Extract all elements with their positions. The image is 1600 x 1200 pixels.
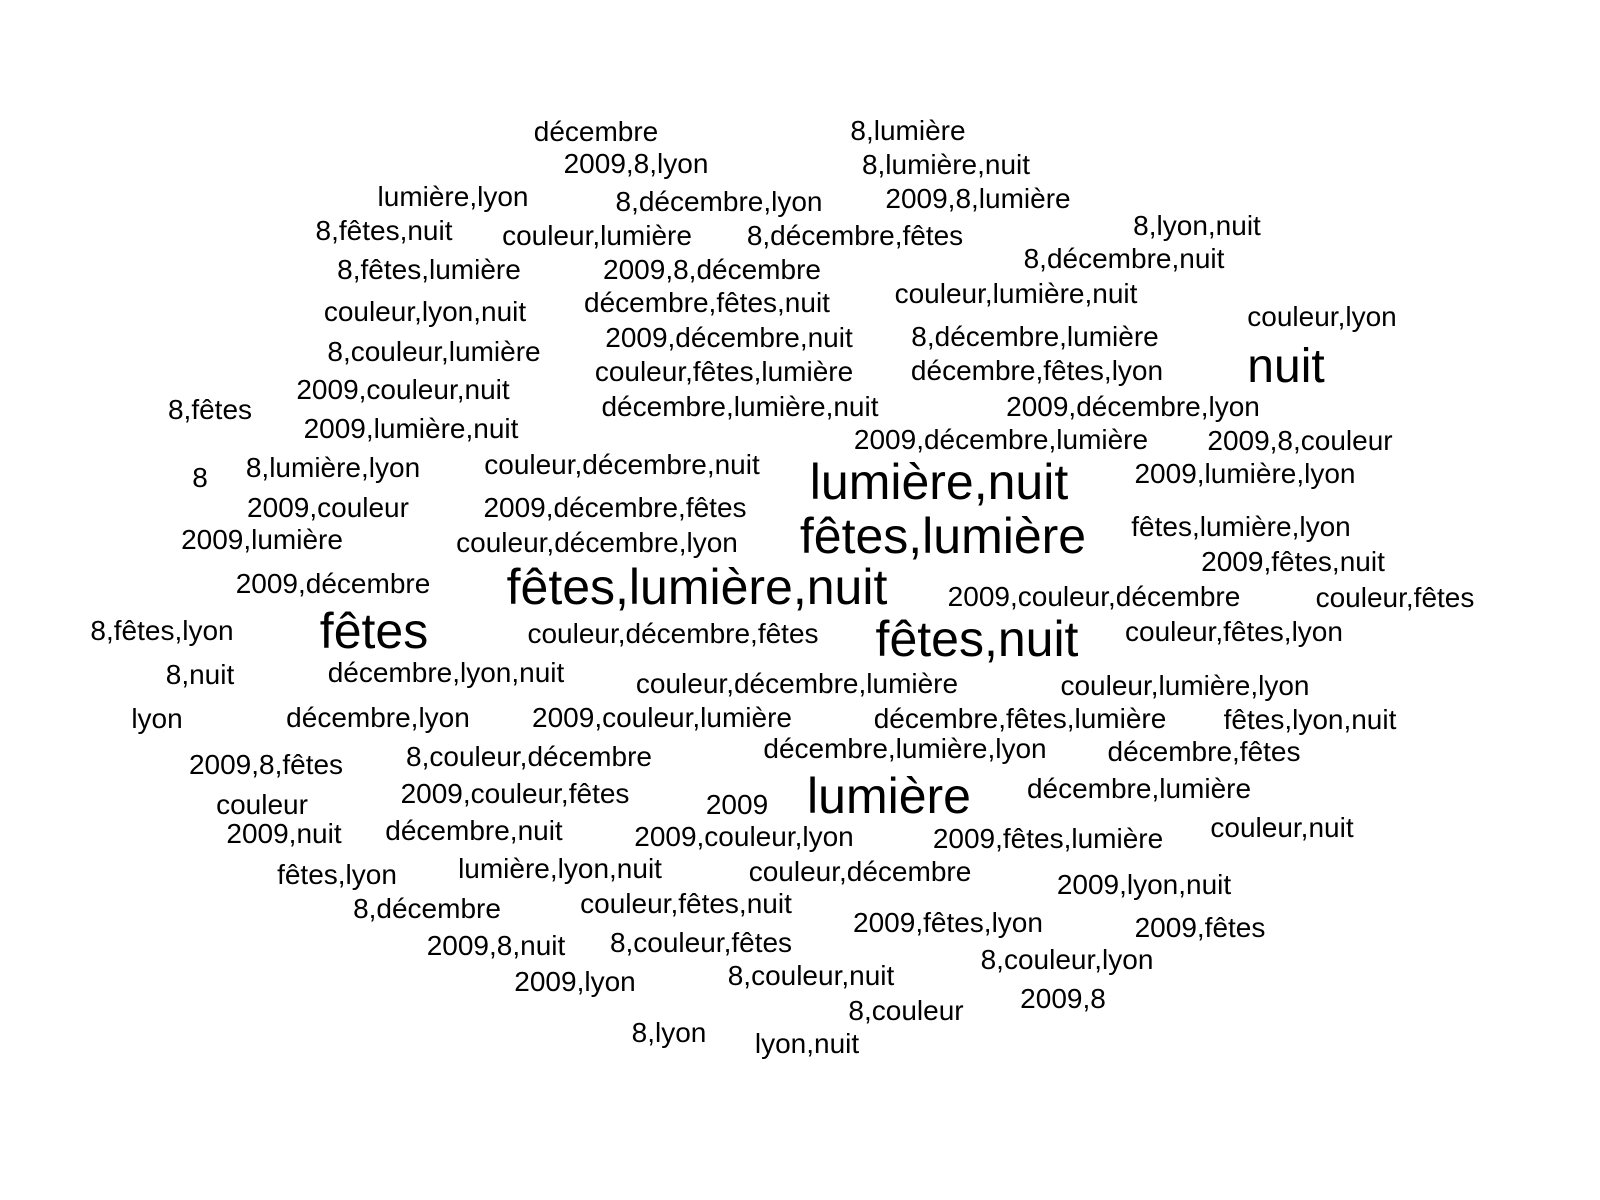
word-cloud-term: décembre,lyon — [286, 702, 470, 733]
word-cloud-term: 8,couleur — [848, 995, 964, 1026]
word-cloud-term: lumière,lyon — [377, 181, 529, 212]
word-cloud-term: couleur,lyon,nuit — [323, 296, 527, 327]
word-cloud-term: 2009,décembre,lumière — [853, 424, 1149, 455]
word-cloud-term: couleur,décembre,nuit — [484, 449, 760, 480]
word-cloud-term: couleur,décembre,lumière — [635, 668, 959, 699]
word-cloud-term: lumière,lyon,nuit — [458, 853, 662, 884]
word-cloud-term: décembre — [533, 116, 659, 147]
word-cloud-term: 8,fêtes,lumière — [337, 254, 521, 285]
word-cloud-term: 2009,8,fêtes — [188, 749, 344, 780]
word-cloud-term: décembre,lumière,lyon — [763, 733, 1047, 764]
word-cloud-term: décembre,lumière — [1026, 773, 1252, 804]
word-cloud-term: 8,lumière,nuit — [861, 149, 1031, 180]
word-cloud-term: 2009,fêtes,lyon — [853, 907, 1043, 938]
word-cloud-term: 8,lyon,nuit — [1133, 210, 1261, 241]
word-cloud-term: 8,couleur,décembre — [406, 741, 652, 772]
word-cloud-term: fêtes,lyon,nuit — [1223, 704, 1397, 735]
word-cloud-term: 8,nuit — [165, 659, 235, 690]
word-cloud-term: 2009,8,décembre — [603, 254, 821, 285]
word-cloud-term: 8,décembre,fêtes — [746, 220, 964, 251]
word-cloud-term: couleur,fêtes,lumière — [594, 356, 854, 387]
word-cloud-term: 8,fêtes,nuit — [315, 215, 453, 246]
word-cloud-term: lumière — [807, 768, 971, 824]
word-cloud-term: 2009,décembre — [235, 568, 431, 599]
word-cloud-term: 8,décembre — [353, 893, 501, 924]
word-cloud-term: 2009,couleur — [247, 492, 409, 523]
word-cloud-term: 2009,décembre,fêtes — [483, 492, 747, 523]
word-cloud-term: 2009,8,lumière — [885, 183, 1071, 214]
word-cloud-term: 8,couleur,lyon — [980, 944, 1154, 975]
word-cloud-term: 8,décembre,lumière — [911, 321, 1159, 352]
word-cloud-term: décembre,fêtes,nuit — [584, 287, 830, 318]
word-cloud-term: 2009,couleur,nuit — [296, 374, 510, 405]
word-cloud-term: couleur,fêtes,lyon — [1125, 616, 1343, 647]
word-cloud-term: 2009,fêtes,lumière — [932, 823, 1164, 854]
word-cloud-term: 8,couleur,fêtes — [609, 927, 793, 958]
word-cloud-term: 2009,8 — [1020, 983, 1106, 1014]
word-cloud-term: couleur — [216, 789, 308, 820]
word-cloud-term: couleur,lyon — [1247, 301, 1397, 332]
word-cloud-term: couleur,lumière,lyon — [1060, 670, 1310, 701]
word-cloud-term: 2009,couleur,lyon — [634, 821, 854, 852]
word-cloud-term: fêtes,lyon — [277, 859, 397, 890]
word-cloud-term: décembre,lyon,nuit — [327, 657, 565, 688]
word-cloud-term: couleur,lumière — [502, 220, 692, 251]
word-cloud-term: 8,décembre,lyon — [615, 186, 823, 217]
word-cloud-term: 8,couleur,nuit — [727, 960, 895, 991]
word-cloud-term: décembre,fêtes,lyon — [910, 355, 1164, 386]
word-cloud-term: couleur,lumière,nuit — [894, 278, 1138, 309]
word-cloud-term: 2009,lumière,nuit — [303, 413, 519, 444]
word-cloud-term: 2009,fêtes — [1134, 912, 1266, 943]
word-cloud-term: fêtes — [319, 603, 429, 659]
word-cloud-term: décembre,lumière,nuit — [601, 391, 879, 422]
word-cloud-term: 2009,lumière — [181, 524, 343, 555]
word-cloud-term: 8,lumière — [850, 115, 966, 146]
word-cloud-term: couleur,fêtes — [1315, 582, 1475, 613]
word-cloud-term: 8,fêtes,lyon — [90, 615, 234, 646]
word-cloud-term: décembre,fêtes,lumière — [873, 703, 1167, 734]
word-cloud-term: 8,fêtes — [167, 394, 253, 425]
word-cloud-term: couleur,décembre,fêtes — [527, 618, 819, 649]
word-cloud-term: 2009,décembre,lyon — [1006, 391, 1260, 422]
word-cloud-term: 2009,lyon,nuit — [1056, 869, 1232, 900]
word-cloud-term: couleur,décembre — [748, 856, 972, 887]
word-cloud-term: 2009,fêtes,nuit — [1201, 546, 1385, 577]
word-cloud-term: 2009,nuit — [226, 818, 342, 849]
word-cloud-term: lyon — [131, 703, 183, 734]
word-cloud-term: 8,couleur,lumière — [327, 336, 541, 367]
word-cloud-term: décembre,fêtes — [1107, 736, 1301, 767]
word-cloud-term: 8 — [192, 462, 208, 493]
word-cloud-term: lumière,nuit — [809, 454, 1069, 510]
word-cloud-term: 2009,8,lyon — [563, 148, 709, 179]
word-cloud-term: fêtes,lumière — [799, 508, 1087, 564]
word-cloud-term: couleur,nuit — [1210, 812, 1354, 843]
word-cloud-term: 2009 — [705, 789, 769, 820]
word-cloud-term: 2009,8,couleur — [1207, 425, 1393, 456]
word-cloud-term: 2009,8,nuit — [426, 930, 566, 961]
word-cloud-term: 2009,couleur,décembre — [947, 581, 1241, 612]
word-cloud-term: 2009,décembre,nuit — [605, 322, 853, 353]
word-cloud-term: 2009,couleur,lumière — [532, 702, 792, 733]
word-cloud-term: fêtes,nuit — [875, 611, 1079, 667]
word-cloud-term: couleur,fêtes,nuit — [580, 888, 792, 919]
word-cloud-term: 2009,couleur,fêtes — [400, 778, 630, 809]
word-cloud-term: 8,lumière,lyon — [245, 452, 421, 483]
word-cloud-term: 2009,lumière,lyon — [1134, 458, 1356, 489]
word-cloud-term: 2009,lyon — [514, 966, 636, 997]
word-cloud-term: fêtes,lumière,nuit — [506, 559, 888, 615]
word-cloud-term: décembre,nuit — [385, 815, 563, 846]
word-cloud-term: 8,décembre,nuit — [1023, 243, 1225, 274]
word-cloud-term: lyon,nuit — [754, 1028, 860, 1059]
word-cloud-term: nuit — [1247, 340, 1325, 393]
word-cloud-term: couleur,décembre,lyon — [456, 527, 738, 558]
word-cloud-term: 8,lyon — [631, 1017, 707, 1048]
word-cloud-term: fêtes,lumière,lyon — [1131, 511, 1351, 542]
